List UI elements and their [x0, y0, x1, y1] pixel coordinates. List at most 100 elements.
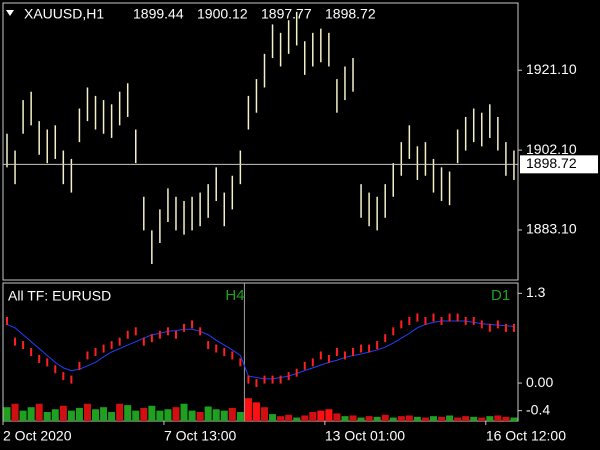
signal-mark: [335, 348, 338, 356]
signal-mark: [440, 316, 443, 325]
period-label: D1: [491, 287, 510, 304]
histogram-bar: [92, 409, 100, 421]
x-tick-label: 2 Oct 2020: [3, 428, 72, 444]
menu-arrow[interactable]: [6, 10, 14, 16]
y-tick-label: 1883.10: [526, 221, 577, 237]
signal-mark: [368, 344, 371, 353]
histogram-bar: [285, 414, 293, 421]
signal-mark: [263, 375, 266, 384]
signal-mark: [14, 337, 17, 346]
histogram-bar: [75, 407, 83, 421]
signal-mark: [183, 323, 186, 332]
histogram-bar: [244, 398, 252, 421]
histogram-bar: [212, 409, 220, 421]
histogram-bar: [228, 407, 236, 421]
histogram-bar: [19, 410, 27, 421]
histogram-bar: [35, 403, 43, 421]
histogram-bar: [180, 403, 188, 421]
signal-mark: [343, 351, 346, 360]
histogram-bar: [83, 403, 91, 421]
signal-mark: [287, 372, 290, 381]
signal-mark: [247, 375, 250, 384]
signal-mark: [384, 334, 387, 343]
histogram-bar: [164, 409, 172, 421]
y-tick-label: 1921.10: [526, 61, 577, 77]
histogram-bar: [373, 416, 381, 421]
signal-mark: [174, 330, 177, 339]
histogram-bar: [277, 416, 285, 421]
last-price-label: 1898.72: [526, 155, 577, 171]
signal-mark: [78, 361, 81, 370]
histogram-bar: [148, 405, 156, 421]
ohlc-value: 1899.44: [133, 6, 184, 22]
signal-mark: [215, 344, 218, 353]
histogram-bar: [261, 407, 268, 421]
signal-mark: [512, 323, 515, 332]
signal-mark: [279, 375, 282, 384]
histogram-bar: [381, 414, 389, 421]
histogram-bar: [124, 405, 132, 421]
signal-mark: [327, 354, 330, 363]
histogram-bar: [293, 417, 301, 421]
signal-mark: [408, 316, 411, 325]
price-panel: [2, 2, 519, 281]
signal-mark: [239, 358, 242, 367]
histogram-bar: [116, 403, 124, 421]
histogram-bar: [510, 417, 518, 421]
average-line: [6, 320, 514, 380]
signal-mark: [319, 351, 322, 360]
signal-mark: [480, 320, 483, 329]
histogram-bar: [3, 407, 11, 421]
signal-mark: [464, 316, 467, 325]
histogram-bar: [357, 417, 365, 421]
histogram-bar: [252, 402, 260, 421]
signal-mark: [223, 348, 226, 356]
histogram-bar: [413, 416, 421, 421]
symbol-label: XAUUSD,H1: [24, 6, 104, 22]
histogram-bar: [220, 410, 228, 421]
signal-mark: [303, 361, 306, 370]
signal-mark: [448, 313, 451, 322]
histogram-bar: [405, 415, 413, 421]
period-label: H4: [225, 287, 244, 304]
histogram-bar: [100, 407, 108, 421]
histogram-bar: [236, 412, 244, 421]
signal-mark: [207, 341, 210, 350]
signal-mark: [416, 313, 419, 322]
signal-mark: [6, 316, 8, 325]
signal-mark: [456, 313, 459, 322]
ohlc-value: 1898.72: [325, 6, 376, 22]
signal-mark: [432, 313, 435, 322]
signal-mark: [30, 348, 33, 356]
signal-mark: [94, 348, 97, 356]
histogram-bar: [27, 407, 35, 421]
signal-mark: [392, 327, 395, 336]
histogram-bar: [502, 416, 510, 421]
histogram-bar: [132, 410, 140, 421]
signal-mark: [496, 320, 499, 329]
signal-mark: [424, 316, 427, 325]
y-tick-label: -0.4: [526, 401, 550, 417]
histogram-bar: [462, 416, 470, 421]
histogram-bar: [341, 416, 349, 421]
signal-mark: [231, 351, 234, 360]
signal-mark: [360, 344, 363, 353]
ohlc-value: 1900.12: [197, 6, 248, 22]
histogram-bar: [108, 412, 116, 421]
signal-mark: [504, 323, 507, 332]
histogram-bar: [11, 403, 19, 421]
histogram-bar: [172, 407, 180, 421]
histogram-bar: [470, 416, 478, 421]
last-price-box: [520, 155, 598, 174]
histogram-bar: [429, 416, 437, 421]
histogram-bar: [43, 412, 51, 421]
signal-mark: [199, 327, 202, 336]
signal-mark: [142, 337, 145, 346]
x-tick-label: 16 Oct 12:00: [486, 428, 566, 444]
histogram-bar: [325, 409, 333, 421]
signal-mark: [166, 327, 169, 336]
histogram-bar: [67, 410, 75, 421]
signal-mark: [311, 358, 314, 367]
indicator-title: All TF: EURUSD: [8, 288, 111, 304]
